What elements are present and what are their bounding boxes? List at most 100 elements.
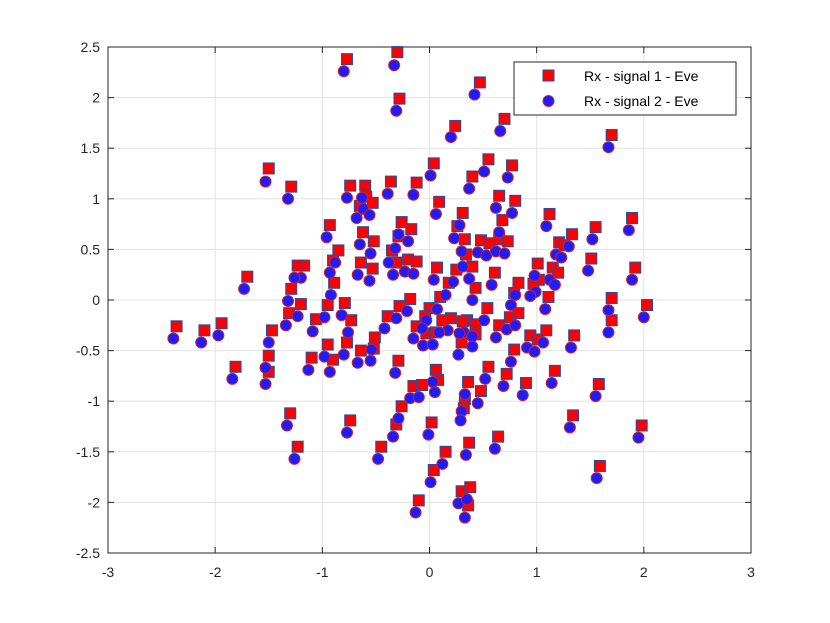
data-point-signal-2 — [167, 332, 180, 345]
data-point-signal-2 — [195, 336, 208, 349]
data-point-signal-2 — [562, 240, 575, 253]
data-point-signal-2 — [323, 365, 336, 378]
data-point-signal-2 — [453, 327, 466, 340]
data-point-signal-2 — [626, 273, 639, 286]
data-point-signal-2 — [291, 310, 304, 323]
data-point-signal-2 — [426, 375, 439, 388]
data-point-signal-1 — [415, 379, 428, 392]
data-point-signal-2 — [342, 326, 355, 339]
data-point-signal-1 — [265, 324, 278, 337]
data-point-signal-1 — [512, 307, 525, 320]
data-point-signal-1 — [338, 297, 351, 310]
data-point-signal-2 — [489, 331, 502, 344]
data-point-signal-2 — [428, 386, 441, 399]
data-point-signal-2 — [288, 271, 301, 284]
data-point-signal-1 — [344, 179, 357, 192]
data-point-signal-2 — [363, 208, 376, 221]
data-point-signal-1 — [425, 416, 438, 429]
data-point-signal-2 — [392, 412, 405, 425]
data-point-signal-2 — [288, 452, 301, 465]
data-point-signal-1 — [241, 270, 254, 283]
data-point-signal-1 — [395, 216, 408, 229]
data-point-signal-2 — [493, 226, 506, 239]
data-point-signal-2 — [427, 273, 440, 286]
data-point-signal-2 — [463, 182, 476, 195]
legend-marker-signal-1 — [542, 69, 555, 82]
data-point-signal-1 — [321, 299, 334, 312]
data-points — [167, 46, 654, 524]
data-point-signal-1 — [605, 314, 618, 327]
data-point-signal-1 — [410, 176, 423, 189]
data-point-signal-1 — [431, 261, 444, 274]
data-point-signal-2 — [353, 238, 366, 251]
data-point-signal-2 — [400, 305, 413, 318]
data-point-signal-2 — [458, 388, 471, 401]
data-point-signal-2 — [468, 88, 481, 101]
y-tick-label: 0 — [92, 292, 100, 308]
data-point-signal-2 — [489, 201, 502, 214]
data-point-signal-1 — [592, 377, 605, 390]
data-point-signal-2 — [456, 260, 469, 273]
data-point-signal-1 — [566, 228, 579, 241]
data-point-signal-2 — [448, 232, 461, 245]
data-point-signal-1 — [567, 409, 580, 422]
data-point-signal-1 — [464, 481, 477, 494]
data-point-signal-2 — [226, 372, 239, 385]
data-point-signal-2 — [586, 233, 599, 246]
data-point-signal-1 — [585, 252, 598, 265]
data-point-signal-1 — [305, 351, 318, 364]
data-point-signal-2 — [524, 289, 537, 302]
data-point-signal-1 — [393, 92, 406, 105]
data-point-signal-2 — [259, 361, 272, 374]
data-point-signal-2 — [478, 165, 491, 178]
data-point-signal-2 — [365, 343, 378, 356]
x-tick-label: 0 — [426, 564, 434, 580]
data-point-signal-2 — [602, 141, 615, 154]
data-point-signal-1 — [395, 400, 408, 413]
x-tick-labels: -3 -2 -1 0 1 2 3 — [102, 564, 755, 580]
data-point-signal-2 — [433, 326, 446, 339]
data-point-signal-1 — [508, 343, 521, 356]
data-point-signal-2 — [407, 332, 420, 345]
data-point-signal-2 — [463, 272, 476, 285]
data-point-signal-2 — [436, 457, 449, 470]
data-point-signal-1 — [359, 179, 372, 192]
data-point-signal-2 — [324, 288, 337, 301]
data-point-signal-2 — [238, 282, 251, 295]
data-point-signal-1 — [285, 180, 298, 193]
data-point-signal-2 — [364, 354, 377, 367]
legend-marker-signal-2 — [542, 95, 555, 107]
data-point-signal-1 — [429, 363, 442, 376]
x-tick-label: 2 — [640, 564, 648, 580]
data-point-signal-2 — [602, 326, 615, 339]
data-point-signal-1 — [262, 349, 275, 362]
data-point-signal-2 — [382, 256, 395, 269]
data-point-signal-1 — [436, 314, 449, 327]
data-point-signal-2 — [497, 380, 510, 393]
data-point-signal-2 — [466, 330, 479, 343]
data-point-signal-1 — [340, 53, 353, 66]
data-point-signal-2 — [466, 294, 479, 306]
data-point-signal-1 — [543, 207, 556, 220]
data-point-signal-1 — [469, 281, 482, 294]
data-point-signal-1 — [366, 196, 379, 209]
data-point-signal-1 — [519, 376, 532, 389]
data-point-signal-2 — [455, 245, 468, 258]
data-point-signal-2 — [637, 311, 650, 324]
data-point-signal-1 — [493, 189, 506, 202]
data-point-signal-2 — [516, 389, 529, 402]
data-point-signal-1 — [641, 299, 654, 312]
data-point-signal-1 — [410, 255, 423, 268]
data-point-signal-1 — [449, 119, 462, 132]
data-point-signal-1 — [405, 223, 418, 236]
data-point-signal-2 — [389, 242, 402, 255]
data-point-signal-2 — [279, 319, 292, 332]
data-point-signal-1 — [473, 76, 486, 89]
data-point-signal-2 — [424, 169, 437, 182]
data-point-signal-1 — [605, 129, 618, 142]
data-point-signal-1 — [462, 375, 475, 388]
y-tick-labels: -2.5 -2 -1.5 -1 -0.5 0 0.5 1 1.5 2 2.5 — [76, 39, 100, 561]
axes — [107, 46, 752, 554]
data-point-signal-2 — [444, 131, 457, 144]
data-point-signal-2 — [318, 311, 331, 324]
